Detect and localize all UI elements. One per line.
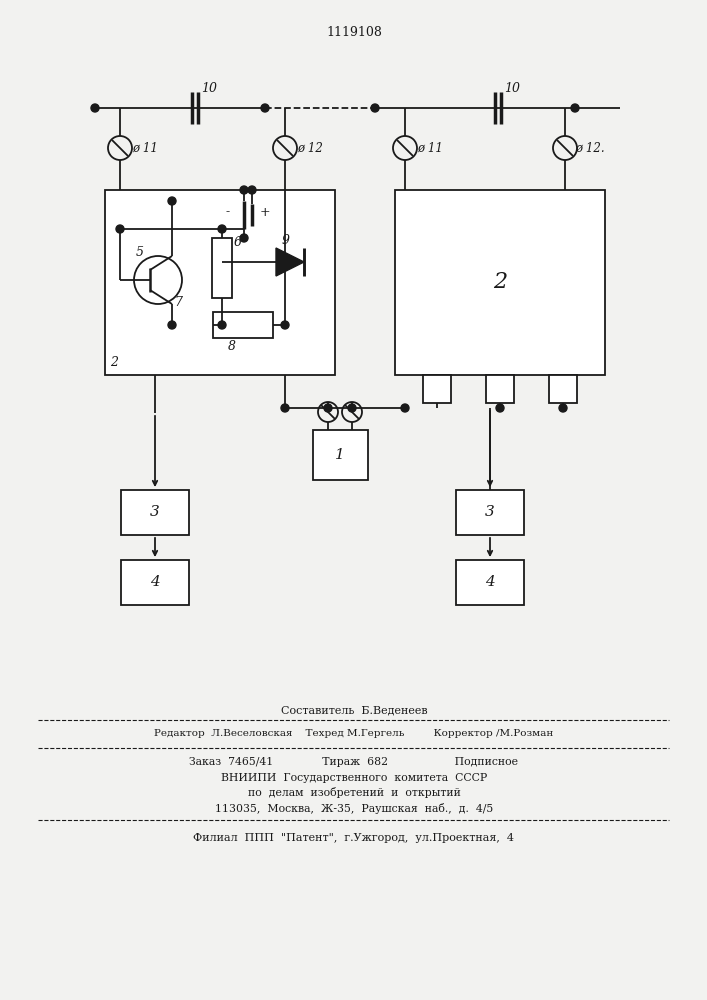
Bar: [121, 560, 189, 605]
Text: -: -: [226, 206, 230, 219]
Bar: [549, 375, 577, 403]
Text: 2: 2: [493, 271, 507, 293]
Text: ø 12.: ø 12.: [575, 141, 604, 154]
Text: 1119108: 1119108: [326, 25, 382, 38]
Circle shape: [571, 104, 579, 112]
Text: 7: 7: [174, 296, 182, 308]
Text: 4: 4: [150, 575, 160, 589]
Text: 2: 2: [110, 357, 118, 369]
Text: Редактор  Л.Веселовская    Техред М.Гергель         Корректор /М.Розман: Редактор Л.Веселовская Техред М.Гергель …: [154, 730, 554, 738]
Bar: [456, 490, 524, 535]
Text: Составитель  Б.Веденеев: Составитель Б.Веденеев: [281, 705, 427, 715]
Bar: [395, 190, 605, 375]
Circle shape: [281, 404, 289, 412]
Circle shape: [281, 258, 289, 266]
Circle shape: [168, 321, 176, 329]
Bar: [423, 375, 451, 403]
Circle shape: [218, 321, 226, 329]
Bar: [121, 490, 189, 535]
Circle shape: [401, 404, 409, 412]
Polygon shape: [276, 248, 304, 276]
Text: 113035,  Москва,  Ж-35,  Раушская  наб.,  д.  4/5: 113035, Москва, Ж-35, Раушская наб., д. …: [215, 802, 493, 814]
Text: 3: 3: [150, 505, 160, 519]
Circle shape: [116, 225, 124, 233]
Circle shape: [559, 404, 567, 412]
Text: 6: 6: [234, 236, 242, 249]
Circle shape: [248, 186, 256, 194]
Circle shape: [240, 186, 248, 194]
Text: ø 12: ø 12: [297, 141, 323, 154]
Text: 10: 10: [504, 82, 520, 95]
Text: 10: 10: [201, 82, 217, 95]
Text: по  делам  изобретений  и  открытий: по делам изобретений и открытий: [247, 788, 460, 798]
Text: 3: 3: [485, 505, 495, 519]
Circle shape: [281, 321, 289, 329]
Circle shape: [261, 104, 269, 112]
Text: +: +: [259, 206, 270, 219]
Text: 1: 1: [335, 448, 345, 462]
Bar: [212, 238, 232, 298]
Text: 9: 9: [282, 233, 290, 246]
Text: Филиал  ППП  "Патент",  г.Ужгород,  ул.Проектная,  4: Филиал ППП "Патент", г.Ужгород, ул.Проек…: [194, 833, 515, 843]
Text: ВНИИПИ  Государственного  комитета  СССР: ВНИИПИ Государственного комитета СССР: [221, 773, 487, 783]
Text: Заказ  7465/41              Тираж  682                   Подписное: Заказ 7465/41 Тираж 682 Подписное: [189, 757, 518, 767]
Bar: [105, 190, 335, 375]
Circle shape: [91, 104, 99, 112]
Circle shape: [218, 225, 226, 233]
Circle shape: [348, 404, 356, 412]
Bar: [456, 560, 524, 605]
Text: ø 11: ø 11: [132, 141, 158, 154]
Text: 5: 5: [136, 245, 144, 258]
Bar: [313, 430, 368, 480]
Bar: [213, 312, 273, 338]
Text: 8: 8: [228, 340, 236, 353]
Text: 4: 4: [485, 575, 495, 589]
Bar: [486, 375, 514, 403]
Circle shape: [496, 404, 504, 412]
Circle shape: [168, 197, 176, 205]
Text: ø 11: ø 11: [417, 141, 443, 154]
Circle shape: [240, 234, 248, 242]
Circle shape: [371, 104, 379, 112]
Circle shape: [324, 404, 332, 412]
